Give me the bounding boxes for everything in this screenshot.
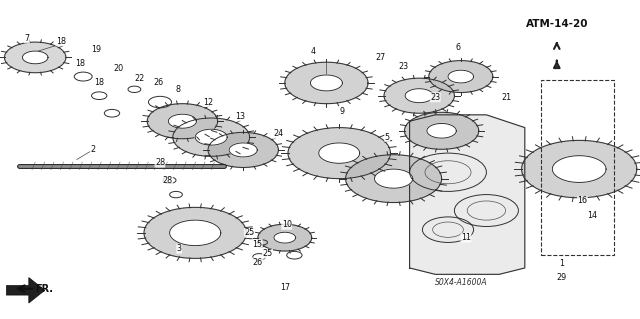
Polygon shape (229, 143, 257, 157)
Text: 29: 29 (557, 273, 567, 282)
Text: 3: 3 (177, 244, 182, 253)
Text: 20: 20 (113, 64, 124, 73)
Text: 23: 23 (398, 63, 408, 71)
Polygon shape (448, 70, 474, 83)
Polygon shape (4, 42, 66, 73)
Polygon shape (404, 112, 479, 149)
Polygon shape (6, 278, 45, 303)
Text: 27: 27 (376, 53, 386, 62)
Polygon shape (195, 129, 227, 145)
Text: 12: 12 (203, 98, 213, 107)
Polygon shape (405, 89, 433, 103)
Polygon shape (168, 114, 196, 128)
Text: 1: 1 (559, 259, 564, 268)
Text: 15: 15 (252, 240, 262, 249)
Polygon shape (173, 118, 250, 156)
Polygon shape (429, 61, 493, 93)
Polygon shape (310, 75, 342, 91)
Text: 7: 7 (24, 34, 29, 43)
Text: 5: 5 (385, 133, 390, 142)
Text: FR.: FR. (35, 284, 53, 294)
Polygon shape (374, 169, 413, 188)
Text: 18: 18 (75, 59, 85, 68)
Polygon shape (522, 140, 637, 198)
Text: 19: 19 (91, 45, 101, 54)
Polygon shape (319, 143, 360, 163)
Polygon shape (427, 123, 456, 138)
Text: 4: 4 (311, 47, 316, 56)
Polygon shape (552, 156, 606, 182)
Text: 25: 25 (262, 249, 273, 258)
Text: 8: 8 (175, 85, 180, 94)
Text: 11: 11 (461, 233, 471, 242)
Text: 26: 26 (253, 258, 263, 267)
Text: 25: 25 (244, 228, 255, 237)
Text: 2: 2 (90, 145, 95, 154)
Text: 17: 17 (280, 283, 290, 292)
Polygon shape (144, 207, 246, 258)
Text: 6: 6 (455, 43, 460, 52)
Polygon shape (147, 104, 218, 139)
Text: 22: 22 (134, 74, 145, 83)
Text: 28: 28 (163, 176, 173, 185)
Polygon shape (274, 232, 296, 243)
Text: 24: 24 (273, 130, 284, 138)
Text: ATM-14-20: ATM-14-20 (525, 19, 588, 29)
Polygon shape (384, 78, 454, 113)
Text: 21: 21 (502, 93, 512, 102)
Text: 9: 9 (340, 107, 345, 116)
Text: 10: 10 (282, 220, 292, 229)
Polygon shape (410, 115, 525, 274)
Text: 13: 13 (235, 112, 245, 121)
Polygon shape (346, 155, 442, 203)
Text: 23: 23 (430, 93, 440, 102)
Text: 28: 28 (155, 158, 165, 167)
Polygon shape (170, 220, 221, 246)
Text: 18: 18 (56, 37, 66, 46)
Polygon shape (22, 51, 48, 64)
Polygon shape (288, 128, 390, 179)
Polygon shape (258, 224, 312, 251)
Polygon shape (285, 62, 368, 104)
Text: 16: 16 (577, 197, 588, 205)
Text: 18: 18 (94, 78, 104, 87)
Text: S0X4-A1600A: S0X4-A1600A (435, 278, 487, 287)
Polygon shape (208, 132, 278, 167)
Text: 26: 26 (154, 78, 164, 87)
Text: 14: 14 (587, 211, 597, 220)
Bar (541, 80, 614, 255)
